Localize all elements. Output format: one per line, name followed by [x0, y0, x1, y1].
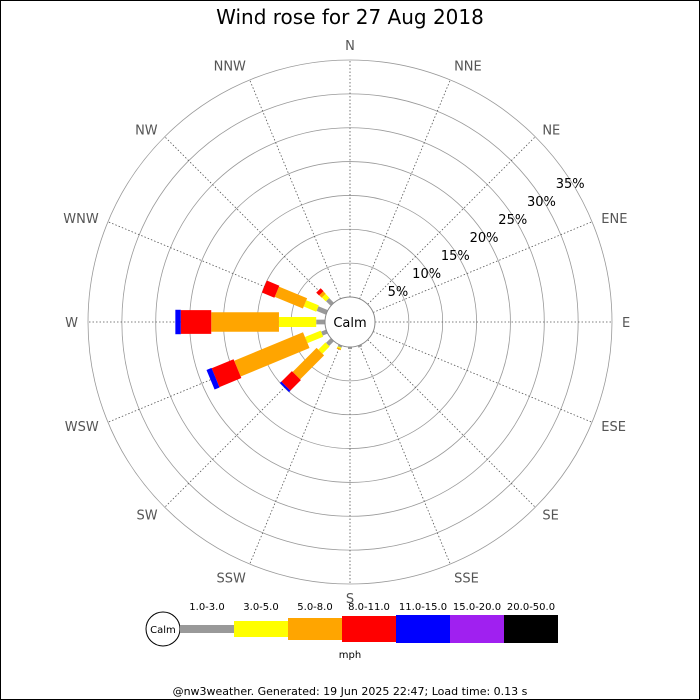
legend-swatch-5 [450, 615, 504, 643]
footer-text: @nw3weather. Generated: 19 Jun 2025 22:4… [173, 685, 528, 698]
legend-swatch-6 [504, 615, 558, 643]
legend-swatch-2 [288, 618, 342, 640]
petal-wnw-bin-0 [316, 306, 328, 315]
legend-bin-label: 11.0-15.0 [399, 602, 447, 613]
grid-spoke [249, 344, 341, 565]
calm-circle [324, 296, 376, 348]
direction-label: N [345, 39, 355, 54]
petal-w-bin-3 [180, 310, 212, 334]
legend-bin-label: 1.0-3.0 [189, 602, 224, 613]
grid-spoke [372, 221, 593, 313]
direction-label: E [622, 316, 630, 331]
direction-label: WSW [65, 420, 99, 435]
petal-s-bin-0 [348, 347, 352, 350]
petal-wsw-bin-2 [234, 332, 310, 377]
petal-sw-bin-3 [281, 371, 301, 391]
direction-label: NW [135, 124, 158, 139]
petal-wnw-bin-2 [274, 286, 308, 309]
ring-label: 25% [498, 213, 527, 228]
legend-swatch-4 [396, 615, 450, 643]
legend-swatch-1 [234, 621, 288, 637]
legend-bin-label: 5.0-8.0 [297, 602, 332, 613]
chart-title: Wind rose for 27 Aug 2018 [216, 5, 484, 29]
ring-label: 15% [441, 249, 470, 264]
direction-label: NE [542, 124, 560, 139]
petal-sw-bin-2 [292, 347, 325, 380]
petal-sse-bin-0 [357, 344, 363, 348]
petal-nw-bin-0 [325, 297, 334, 306]
grid-ring [87, 59, 613, 585]
direction-label: NNE [454, 60, 482, 75]
petal-ssw-bin-0 [337, 344, 343, 348]
petal-w-bin-0 [316, 319, 325, 325]
petal-sw-bin-0 [325, 338, 334, 347]
direction-label: WNW [63, 212, 99, 227]
direction-label: ESE [601, 420, 626, 435]
petal-wsw-bin-3 [211, 359, 242, 388]
legend-calm-label: Calm [150, 625, 176, 636]
petal-w-bin-4 [175, 309, 181, 335]
direction-label: ENE [601, 212, 627, 227]
grid-spoke [367, 339, 536, 508]
petal-wnw-bin-1 [303, 300, 319, 312]
direction-label: SW [137, 508, 158, 523]
grid-spoke [359, 79, 451, 300]
legend-bin-label: 20.0-50.0 [507, 602, 555, 613]
petal-sw-bin-4 [279, 381, 291, 393]
legend-swatch-3 [342, 616, 396, 642]
legend-bin-label: 3.0-5.0 [243, 602, 278, 613]
direction-label: W [65, 316, 78, 331]
petal-nw-bin-2 [319, 291, 326, 298]
petal-ssw-bin-1 [337, 346, 342, 349]
direction-label: SSE [454, 571, 479, 586]
petal-nw-bin-3 [316, 288, 324, 296]
calm-label: Calm [333, 316, 366, 331]
direction-label: SE [542, 508, 558, 523]
petal-w-bin-2 [211, 312, 279, 332]
ring-label: 5% [388, 285, 409, 300]
grid-spoke [367, 136, 536, 305]
calm-center: Calm [324, 296, 376, 348]
polar-grid: N NNE NE ENE E ESE SE SSE S SSW SW WSW W WNW NW NNW [63, 39, 630, 607]
grid-spoke [372, 331, 593, 423]
direction-label: NNW [214, 60, 246, 75]
legend-swatch-0 [180, 625, 234, 633]
ring-label: 10% [412, 267, 441, 282]
grid-spoke [164, 136, 333, 305]
speed-legend: Calm 1.0-3.0 3.0-5.0 5.0-8.0 8.0-11.0 11.0-15… [145, 602, 558, 661]
petal-wsw-bin-0 [321, 329, 328, 336]
legend-bin-label: 15.0-20.0 [453, 602, 501, 613]
ring-labels: 5%10%15%20% 25%30%35% [388, 177, 585, 300]
petal-wsw-bin-4 [206, 367, 220, 390]
petal-wsw-bin-1 [304, 330, 324, 344]
grid-spoke [359, 344, 451, 565]
petal-w-bin-1 [278, 317, 317, 327]
legend-unit: mph [339, 650, 361, 661]
ring-label: 30% [527, 195, 556, 210]
legend-bin-label: 8.0-11.0 [348, 602, 390, 613]
ring-label: 20% [470, 231, 499, 246]
petal-nw-bin-1 [321, 293, 330, 302]
direction-label: S [346, 592, 354, 607]
petal-wnw-bin-3 [261, 280, 280, 298]
ring-label: 35% [556, 177, 585, 192]
grid-spoke [249, 79, 341, 300]
direction-label: SSW [217, 571, 247, 586]
petal-ssw-bin-2 [336, 347, 342, 351]
wind-petals [175, 280, 363, 393]
petal-sw-bin-1 [318, 342, 330, 354]
